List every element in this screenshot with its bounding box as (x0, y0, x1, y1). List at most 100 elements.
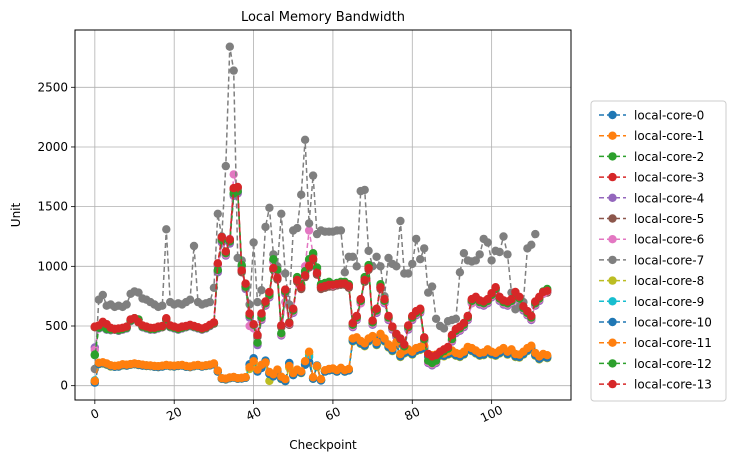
data-point (412, 234, 421, 244)
y-tick-label: 1000 (37, 259, 68, 273)
legend-label: local-core-11 (634, 336, 712, 350)
legend: local-core-0 local-core-1 local-core-2 loca… (590, 100, 727, 402)
data-point (527, 240, 536, 249)
x-tick-label: 40 (244, 404, 264, 423)
data-point (344, 364, 353, 374)
data-point (241, 373, 250, 382)
data-point (269, 255, 278, 264)
data-point (261, 297, 270, 306)
data-point (372, 304, 381, 313)
data-point (122, 300, 131, 309)
data-point (312, 268, 322, 278)
legend-item: local-core-2 (599, 150, 704, 164)
data-point (451, 314, 461, 323)
data-point (265, 287, 274, 297)
data-point (483, 238, 492, 247)
data-point (241, 279, 250, 288)
legend-label: local-core-4 (634, 191, 704, 205)
data-point (376, 283, 385, 292)
legend-marker (608, 193, 617, 202)
data-point (205, 297, 215, 307)
legend-marker (608, 214, 617, 223)
data-point (213, 366, 222, 375)
legend-label: local-core-8 (634, 274, 704, 288)
data-point (352, 311, 361, 321)
legend-item: local-core-13 (599, 378, 712, 392)
data-point (225, 235, 234, 244)
data-point (285, 318, 294, 328)
legend-marker (608, 276, 617, 285)
data-point (404, 269, 413, 278)
data-point (352, 262, 361, 271)
data-point (158, 301, 167, 310)
data-point (297, 190, 306, 199)
data-point (90, 350, 100, 359)
data-point (416, 255, 425, 264)
data-point (455, 268, 465, 277)
data-point (495, 247, 504, 257)
data-point (507, 294, 516, 304)
data-point (249, 320, 258, 329)
data-point (134, 288, 143, 297)
y-tick-label: 2000 (37, 140, 68, 154)
data-point (300, 357, 310, 366)
legend-label: local-core-3 (634, 171, 704, 185)
data-point (471, 256, 480, 265)
data-point (253, 338, 262, 347)
data-point (237, 266, 246, 275)
legend-item: local-core-0 (599, 109, 704, 123)
data-point (209, 359, 219, 368)
data-point (158, 321, 167, 331)
legend-marker (608, 235, 617, 244)
data-point (543, 286, 552, 295)
legend-label: local-core-10 (634, 316, 712, 330)
data-point (459, 249, 469, 258)
data-point (217, 232, 226, 242)
legend-item: local-core-5 (599, 212, 704, 226)
data-point (431, 314, 441, 323)
legend-item: local-core-9 (599, 295, 704, 309)
data-point (368, 316, 377, 325)
x-tick-label: 60 (323, 404, 343, 423)
data-point (384, 253, 393, 263)
data-point (293, 223, 302, 233)
data-point (340, 268, 349, 277)
data-point (503, 250, 512, 259)
data-point (388, 343, 397, 353)
data-point (348, 318, 357, 328)
data-point (304, 261, 314, 270)
legend-label: local-core-1 (634, 129, 704, 143)
data-point (312, 361, 322, 371)
y-tick-label: 1500 (37, 200, 68, 214)
data-point (122, 322, 131, 331)
data-point (209, 318, 219, 327)
data-point (162, 314, 171, 323)
data-point (189, 241, 199, 251)
series-local-core-13 (90, 182, 552, 361)
data-point (499, 232, 508, 241)
data-point (225, 42, 234, 51)
data-point (245, 300, 254, 309)
data-point (273, 273, 282, 282)
data-point (475, 250, 484, 259)
data-point (304, 347, 314, 356)
data-point (261, 222, 270, 232)
legend-marker (608, 172, 617, 182)
y-axis-label: Unit (9, 202, 23, 227)
legend-label: local-core-6 (634, 233, 704, 247)
data-point (308, 373, 318, 382)
data-point (316, 374, 326, 384)
legend-label: local-core-5 (634, 212, 704, 226)
legend-item: local-core-7 (599, 253, 704, 267)
legend-item: local-core-3 (599, 171, 704, 185)
plot-frame (74, 29, 572, 401)
data-point (392, 262, 401, 271)
legend-marker (608, 255, 617, 265)
legend-item: local-core-10 (599, 316, 712, 330)
data-point (257, 309, 266, 318)
data-point (531, 229, 540, 239)
data-point (427, 282, 437, 291)
chart-title: Local Memory Bandwidth (241, 10, 405, 25)
data-point (376, 262, 385, 271)
data-point (336, 226, 346, 235)
